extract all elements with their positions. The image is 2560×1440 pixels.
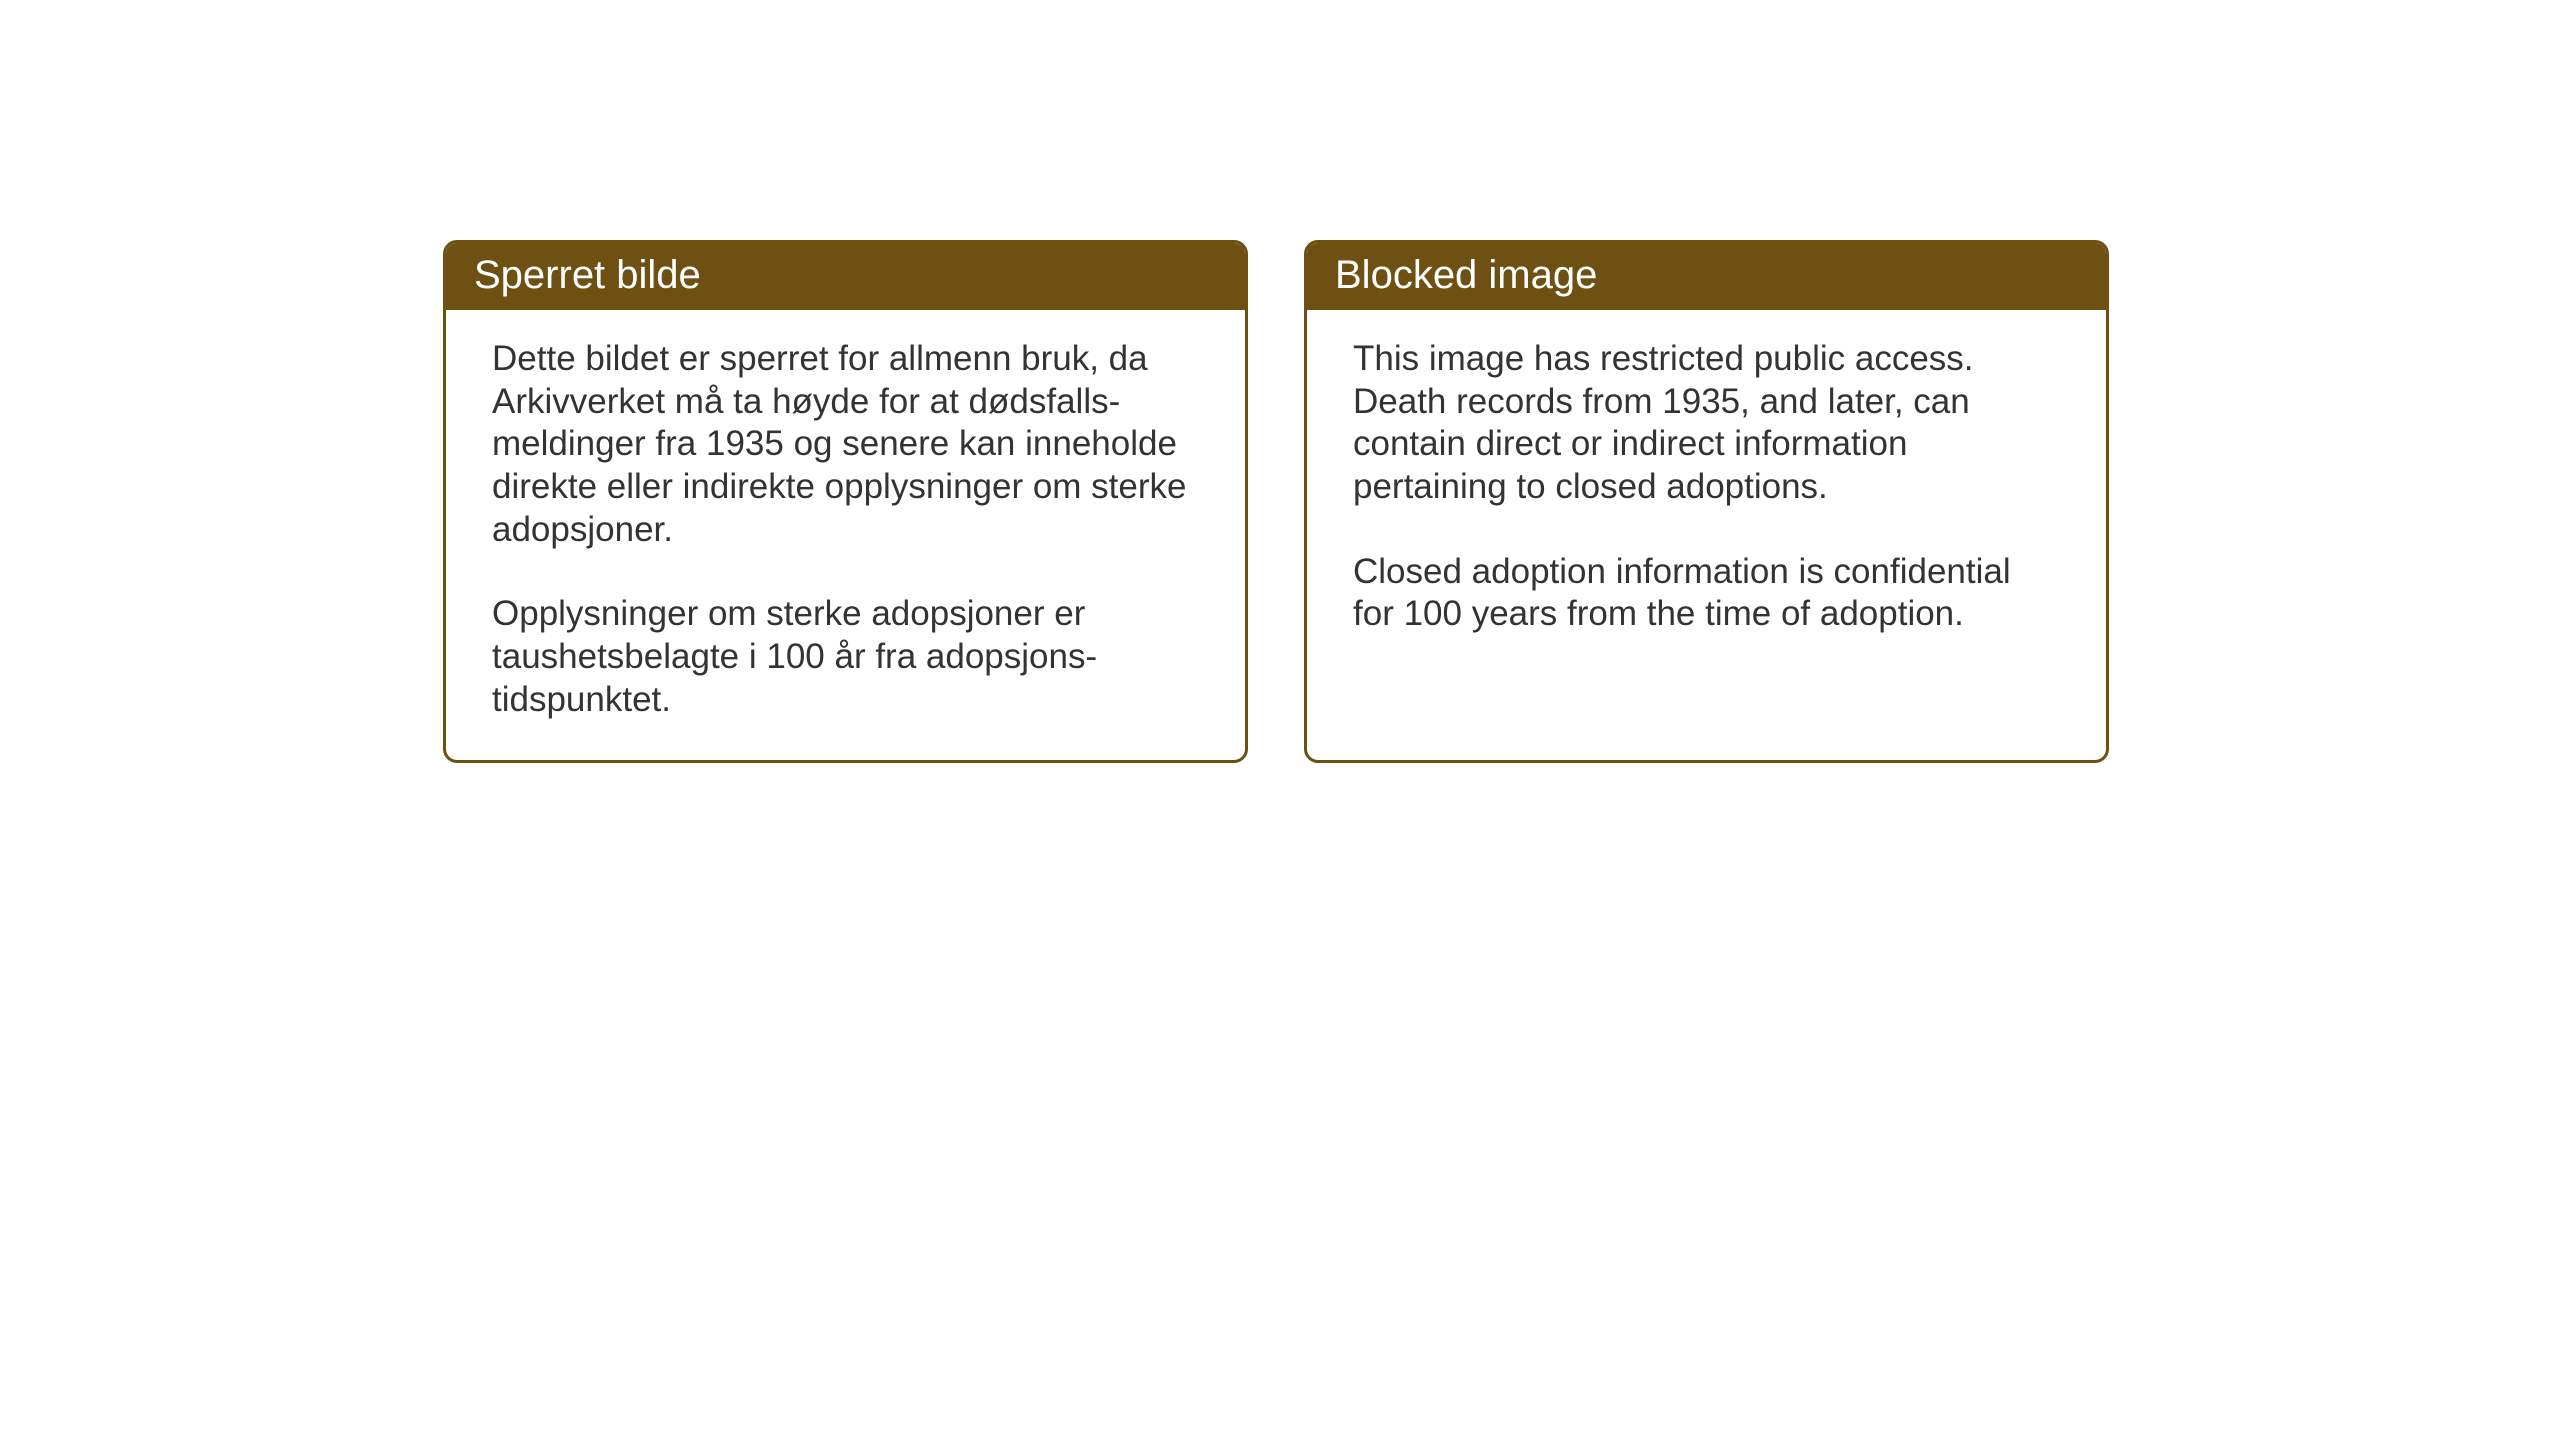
english-paragraph-2: Closed adoption information is confident… <box>1353 551 2060 636</box>
norwegian-card-header: Sperret bilde <box>446 243 1245 310</box>
norwegian-card-body: Dette bildet er sperret for allmenn bruk… <box>446 310 1245 760</box>
norwegian-card-title: Sperret bilde <box>474 253 701 297</box>
english-paragraph-1: This image has restricted public access.… <box>1353 338 2060 509</box>
english-notice-card: Blocked image This image has restricted … <box>1304 240 2109 763</box>
norwegian-notice-card: Sperret bilde Dette bildet er sperret fo… <box>443 240 1248 763</box>
english-card-title: Blocked image <box>1335 253 1597 297</box>
norwegian-paragraph-2: Opplysninger om sterke adopsjoner er tau… <box>492 593 1199 721</box>
english-card-body: This image has restricted public access.… <box>1307 310 2106 674</box>
norwegian-paragraph-1: Dette bildet er sperret for allmenn bruk… <box>492 338 1199 551</box>
notice-container: Sperret bilde Dette bildet er sperret fo… <box>443 240 2109 763</box>
english-card-header: Blocked image <box>1307 243 2106 310</box>
